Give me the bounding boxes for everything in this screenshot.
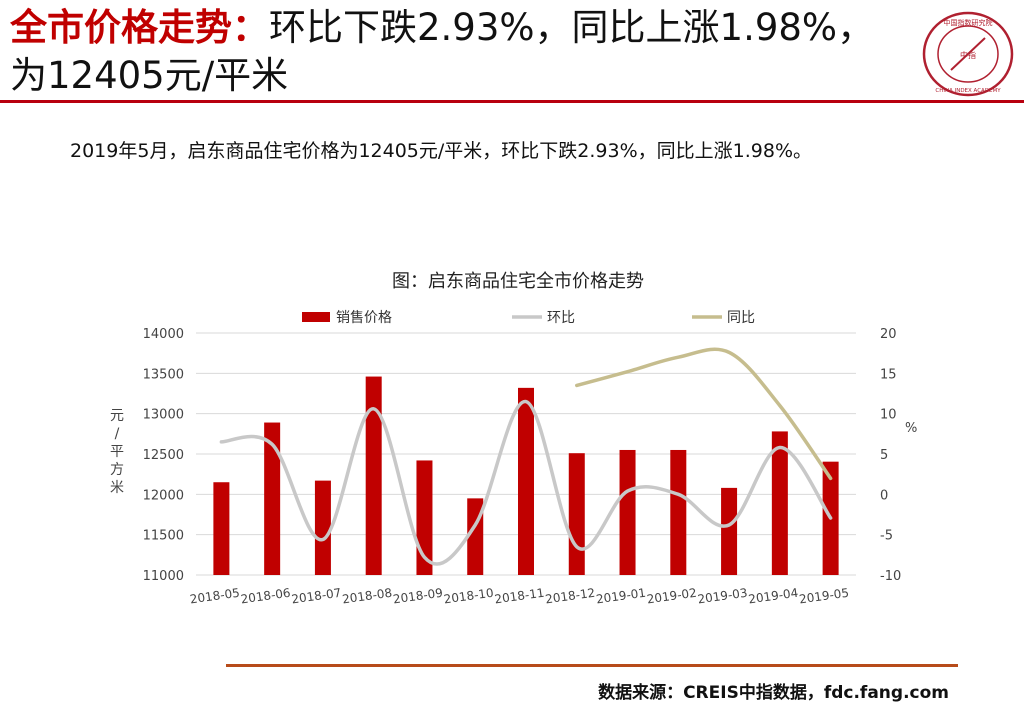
x-tick-label: 2019-03: [697, 586, 749, 607]
y-left-tick-label: 13500: [143, 367, 184, 382]
y-left-axis-label-char: 平: [110, 444, 124, 460]
x-tick-label: 2019-05: [798, 586, 850, 607]
y-left-axis-label-char: 元: [110, 408, 124, 424]
bar-sales-price: [264, 422, 281, 575]
x-tick-label: 2018-11: [494, 586, 546, 607]
y-left-tick-label: 12500: [143, 448, 184, 463]
y-right-tick-label: -5: [880, 529, 893, 544]
x-tick-label: 2018-10: [443, 586, 495, 607]
y-right-axis-label: %: [905, 421, 917, 436]
y-left-tick-label: 14000: [143, 327, 184, 342]
bar-sales-price: [721, 487, 738, 575]
y-left-tick-label: 11500: [143, 529, 184, 544]
bar-sales-price: [314, 480, 331, 575]
page-title-lead: 全市价格走势：: [10, 6, 269, 49]
legend-swatch-sales-price: [302, 312, 330, 322]
legend-label-yoy: 同比: [727, 310, 755, 326]
y-right-tick-label: 10: [880, 408, 897, 423]
y-left-tick-label: 13000: [143, 408, 184, 423]
page-title-rest: 环比下跌2.93%，同比上涨1.98%，为12405元/平米: [10, 6, 875, 97]
y-left-axis-label-char: /: [115, 426, 120, 442]
legend-label-mom: 环比: [547, 310, 575, 326]
x-tick-label: 2019-02: [646, 586, 698, 607]
bar-sales-price: [670, 449, 687, 575]
y-right-tick-label: -10: [880, 569, 901, 584]
seal-top-text: 中国指数研究院: [944, 18, 993, 27]
header-divider: [0, 100, 1024, 103]
data-source: 数据来源：CREIS中指数据，fdc.fang.com: [598, 683, 949, 703]
chart-title: 图：启东商品住宅全市价格走势: [392, 271, 644, 292]
bar-sales-price: [416, 460, 433, 575]
bar-sales-price: [619, 449, 636, 575]
x-tick-label: 2018-07: [291, 586, 343, 607]
y-left-axis-label-char: 米: [110, 480, 124, 496]
y-left-tick-label: 12000: [143, 488, 184, 503]
bar-sales-price: [213, 482, 230, 575]
y-left-tick-label: 11000: [143, 569, 184, 584]
summary-text: 2019年5月，启东商品住宅价格为12405元/平米，环比下跌2.93%，同比上…: [70, 140, 813, 162]
y-right-tick-label: 20: [880, 327, 897, 342]
y-left-axis-label-char: 方: [110, 462, 124, 478]
x-tick-label: 2018-12: [544, 586, 596, 607]
y-right-tick-label: 5: [880, 448, 888, 463]
x-tick-label: 2019-04: [747, 586, 799, 607]
line-yoy: [575, 347, 833, 481]
y-right-tick-label: 0: [880, 488, 888, 503]
seal-center-text: 中指: [960, 50, 976, 60]
bar-sales-price: [365, 376, 382, 575]
y-right-tick-label: 15: [880, 367, 897, 382]
x-tick-label: 2018-06: [240, 586, 292, 607]
footer-divider: [226, 664, 958, 667]
bar-sales-price: [771, 431, 788, 575]
page-title: 全市价格走势：环比下跌2.93%，同比上涨1.98%，为12405元/平米: [10, 4, 890, 100]
x-tick-label: 2018-05: [189, 586, 241, 607]
x-tick-label: 2018-08: [341, 586, 393, 607]
x-tick-label: 2018-09: [392, 586, 444, 607]
line-mom: [219, 399, 833, 566]
bar-sales-price: [518, 387, 534, 575]
bar-sales-price: [568, 453, 585, 575]
seal-bottom-text: CHINA INDEX ACADEMY: [935, 88, 1001, 94]
seal-logo: 中国指数研究院 CHINA INDEX ACADEMY 中指: [922, 11, 1014, 97]
x-tick-label: 2019-01: [595, 586, 647, 607]
legend-label-sales-price: 销售价格: [336, 310, 392, 326]
